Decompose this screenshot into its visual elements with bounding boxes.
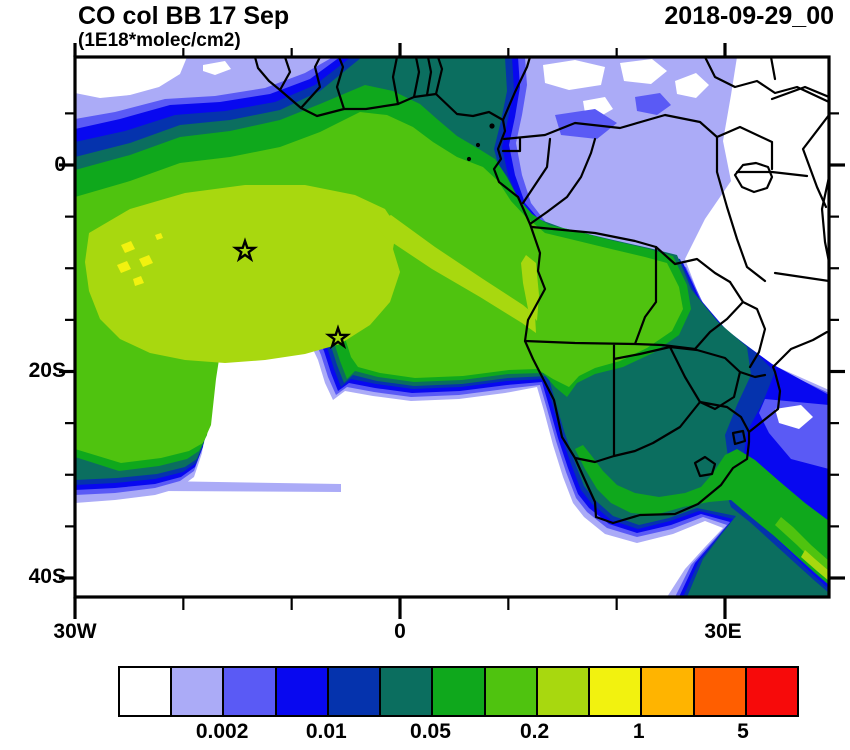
lon-label-0: 0 — [394, 620, 406, 643]
colorbar-cell — [120, 668, 173, 715]
lat-label-20s: 20S — [28, 359, 66, 382]
congo-white-patches — [543, 59, 709, 117]
map-frame — [73, 55, 831, 599]
lon-label-30w: 30W — [53, 620, 97, 643]
bioko-island-dot — [489, 123, 495, 129]
contour-green-coast-band — [575, 445, 829, 585]
colorbar — [118, 666, 799, 717]
country-borders — [253, 57, 829, 525]
plot-date: 2018-09-29_00 — [664, 2, 834, 30]
colorbar-tick-label: 0.002 — [195, 720, 249, 743]
lesotho-swaziland-borders — [693, 429, 747, 478]
lat-label-40s: 40S — [28, 565, 66, 588]
colorbar-tick-label: 1 — [632, 720, 645, 743]
colorbar-cell — [224, 668, 277, 715]
contour-field — [75, 57, 829, 597]
contour-periwinkle-streak — [159, 481, 341, 492]
colorbar-cell — [328, 668, 382, 715]
colorbar-cell — [590, 668, 643, 715]
atlantic-white-corner-patch — [75, 57, 231, 98]
colorbar-tick-label: 5 — [737, 720, 749, 743]
colorbar-cell — [433, 668, 486, 715]
colorbar-cell — [746, 668, 798, 715]
southern-africa-borders — [523, 245, 767, 464]
sao-tome-island-dot — [466, 156, 472, 162]
star-marker — [324, 324, 352, 350]
africa-coastline — [253, 57, 829, 525]
colorbar-cell — [276, 668, 329, 715]
colorbar-cell — [694, 668, 747, 715]
plot-units-subtitle: (1E18*molec/cm2) — [78, 30, 241, 51]
gulf-islands — [466, 123, 495, 162]
colorbar-cell — [485, 668, 538, 715]
contour-yellowgreen-core — [85, 185, 400, 363]
star-marker — [231, 237, 259, 263]
lon-label-30e: 30E — [704, 620, 742, 643]
west-africa-borders — [278, 57, 532, 122]
congo-violet-patches — [555, 93, 671, 139]
fire-location-markers — [231, 237, 352, 350]
plot-title: CO col BB 17 Sep — [78, 2, 290, 30]
contour-yellow-specks — [117, 233, 163, 286]
principe-island-dot — [475, 142, 481, 148]
colorbar-tick-label: 0.2 — [520, 720, 550, 743]
colorbar-cell — [381, 668, 434, 715]
central-africa-borders — [501, 113, 732, 284]
mozambique-white-patch — [775, 405, 813, 429]
colorbar-cell — [172, 668, 225, 715]
east-africa-borders — [703, 57, 829, 283]
colorbar-labels: 0.002 0.01 0.05 0.2 1 5 — [118, 720, 799, 748]
colorbar-cell — [537, 668, 591, 715]
lake-victoria-outline — [733, 161, 774, 194]
colorbar-cell — [642, 668, 695, 715]
colorbar-tick-label: 0.01 — [305, 720, 347, 743]
contour-yellowgreen-filament — [373, 215, 536, 333]
colorbar-tick-label: 0.05 — [410, 720, 451, 743]
ocean-white-finger — [307, 401, 331, 427]
